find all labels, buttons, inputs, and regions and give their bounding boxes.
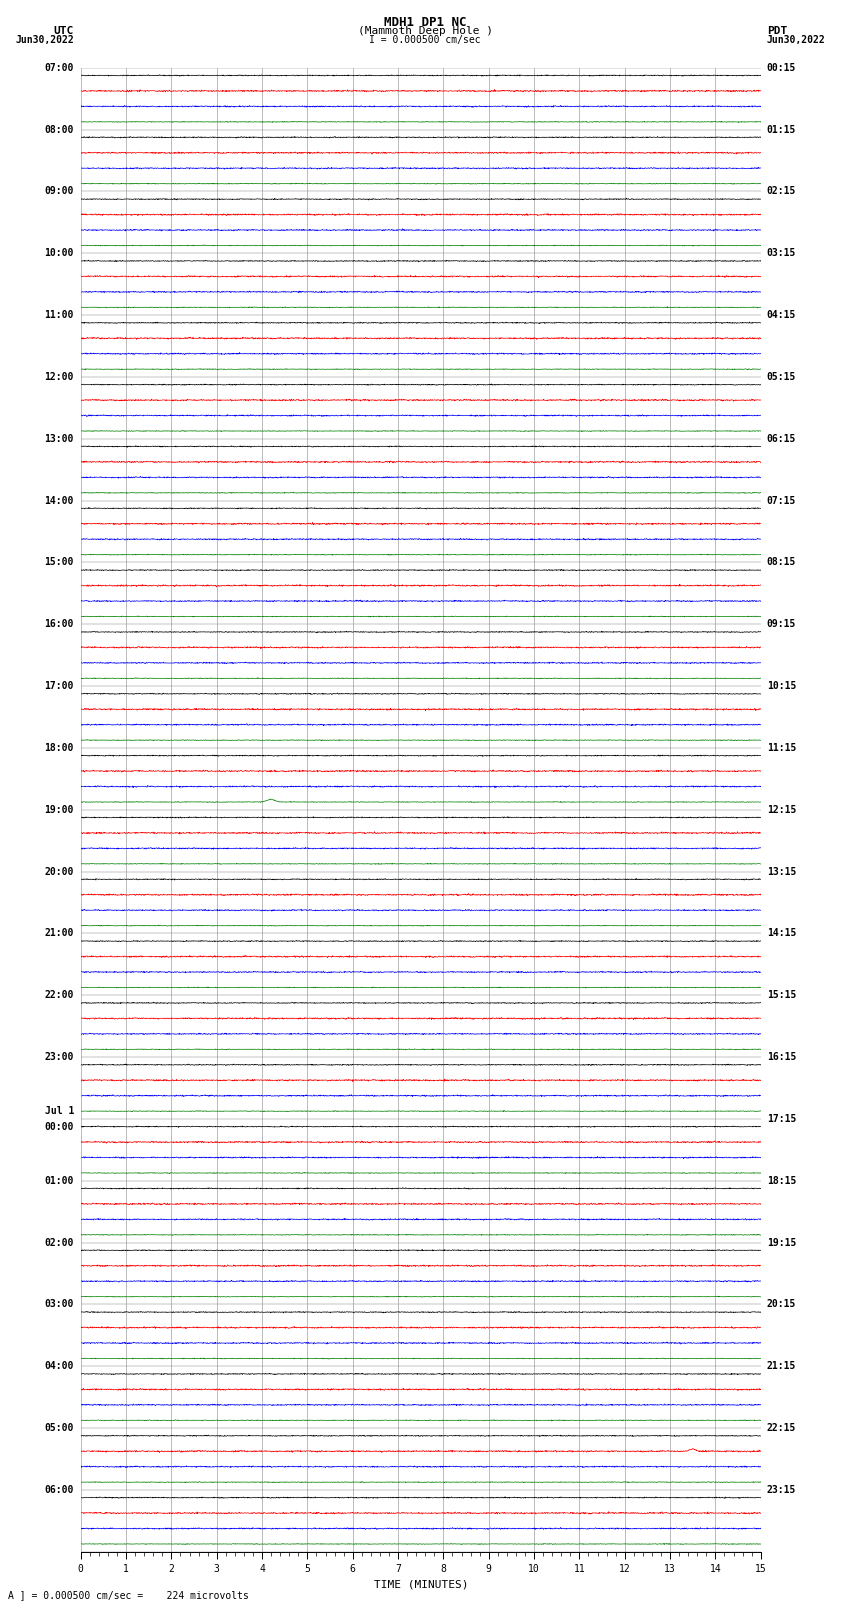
Text: Jul 1: Jul 1 (44, 1105, 74, 1116)
Text: Jun30,2022: Jun30,2022 (767, 35, 825, 45)
Text: 04:15: 04:15 (767, 310, 796, 319)
Text: 21:15: 21:15 (767, 1361, 796, 1371)
Text: 15:00: 15:00 (44, 558, 74, 568)
Text: 14:00: 14:00 (44, 495, 74, 505)
Text: 23:00: 23:00 (44, 1052, 74, 1061)
Text: 09:15: 09:15 (767, 619, 796, 629)
Text: MDH1 DP1 NC: MDH1 DP1 NC (383, 16, 467, 29)
Text: 19:15: 19:15 (767, 1237, 796, 1247)
Text: 05:15: 05:15 (767, 373, 796, 382)
Text: 01:15: 01:15 (767, 124, 796, 134)
Text: I = 0.000500 cm/sec: I = 0.000500 cm/sec (369, 35, 481, 45)
Text: 02:15: 02:15 (767, 187, 796, 197)
Text: 17:15: 17:15 (767, 1115, 796, 1124)
Text: 10:15: 10:15 (767, 681, 796, 690)
Text: 20:15: 20:15 (767, 1300, 796, 1310)
Text: 22:15: 22:15 (767, 1423, 796, 1432)
Text: 15:15: 15:15 (767, 990, 796, 1000)
Text: Jun30,2022: Jun30,2022 (15, 35, 74, 45)
Text: A ] = 0.000500 cm/sec =    224 microvolts: A ] = 0.000500 cm/sec = 224 microvolts (8, 1590, 249, 1600)
Text: 11:15: 11:15 (767, 744, 796, 753)
Text: 18:00: 18:00 (44, 744, 74, 753)
Text: 05:00: 05:00 (44, 1423, 74, 1432)
Text: 07:00: 07:00 (44, 63, 74, 73)
Text: 08:00: 08:00 (44, 124, 74, 134)
Text: 17:00: 17:00 (44, 681, 74, 690)
Text: 16:00: 16:00 (44, 619, 74, 629)
Text: 06:00: 06:00 (44, 1486, 74, 1495)
Text: 00:00: 00:00 (44, 1123, 74, 1132)
Text: 19:00: 19:00 (44, 805, 74, 815)
Text: 07:15: 07:15 (767, 495, 796, 505)
Text: 23:15: 23:15 (767, 1486, 796, 1495)
Text: 20:00: 20:00 (44, 866, 74, 876)
Text: (Mammoth Deep Hole ): (Mammoth Deep Hole ) (358, 26, 492, 35)
Text: UTC: UTC (54, 26, 74, 35)
Text: 02:00: 02:00 (44, 1237, 74, 1247)
Text: 13:15: 13:15 (767, 866, 796, 876)
Text: 21:00: 21:00 (44, 929, 74, 939)
Text: 13:00: 13:00 (44, 434, 74, 444)
Text: PDT: PDT (767, 26, 787, 35)
Text: 01:00: 01:00 (44, 1176, 74, 1186)
Text: 09:00: 09:00 (44, 187, 74, 197)
Text: 03:15: 03:15 (767, 248, 796, 258)
Text: 08:15: 08:15 (767, 558, 796, 568)
Text: 22:00: 22:00 (44, 990, 74, 1000)
Text: 16:15: 16:15 (767, 1052, 796, 1061)
Text: 11:00: 11:00 (44, 310, 74, 319)
Text: 12:15: 12:15 (767, 805, 796, 815)
Text: 03:00: 03:00 (44, 1300, 74, 1310)
Text: 12:00: 12:00 (44, 373, 74, 382)
Text: 14:15: 14:15 (767, 929, 796, 939)
Text: 04:00: 04:00 (44, 1361, 74, 1371)
X-axis label: TIME (MINUTES): TIME (MINUTES) (373, 1579, 468, 1589)
Text: 10:00: 10:00 (44, 248, 74, 258)
Text: 18:15: 18:15 (767, 1176, 796, 1186)
Text: 00:15: 00:15 (767, 63, 796, 73)
Text: 06:15: 06:15 (767, 434, 796, 444)
